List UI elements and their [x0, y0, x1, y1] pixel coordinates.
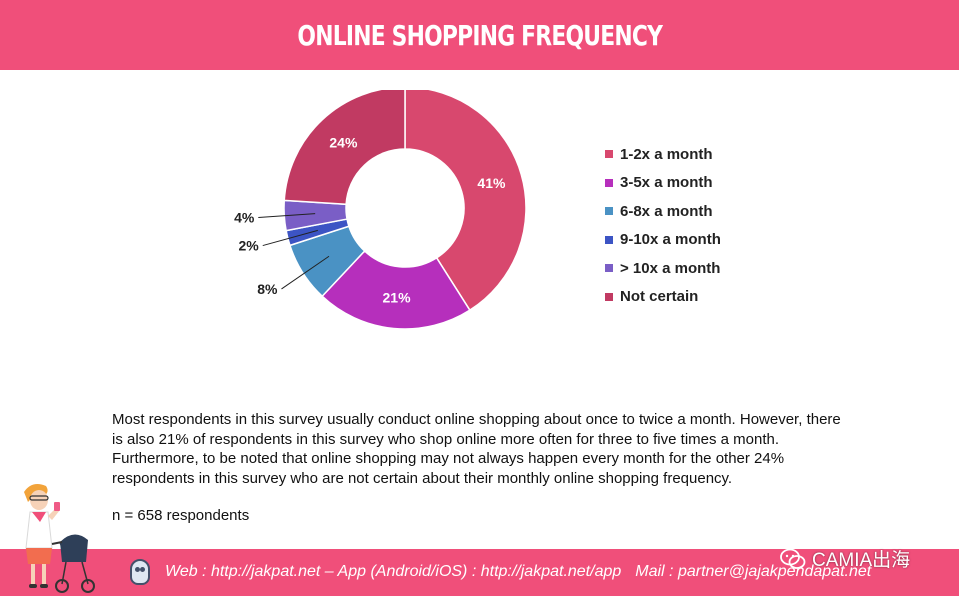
legend-swatch — [605, 235, 613, 244]
slice-label-10x-a-month: 4% — [234, 209, 255, 225]
leader-line-9-10x-a-month — [262, 229, 318, 247]
header-bar: ONLINE SHOPPING FREQUENCY — [0, 0, 959, 70]
footer-contact: Web : http://jakpat.net – App (Android/i… — [165, 563, 871, 581]
watermark: CAMIA出海 — [780, 545, 910, 572]
mascot-illustration — [24, 484, 95, 593]
legend-label: 1-2x a month — [620, 145, 713, 163]
slice-3-5x-a-month — [321, 249, 471, 330]
slice-label-9-10x-a-month: 2% — [239, 238, 260, 254]
wechat-icon — [780, 548, 806, 569]
slice-label-3-5x-a-month: 21% — [383, 290, 412, 306]
legend-label: > 10x a month — [620, 259, 721, 277]
legend-swatch — [605, 292, 613, 301]
footer-web-link[interactable]: Web : http://jakpat.net – App (Android/i… — [165, 563, 622, 580]
legend-label: 6-8x a month — [620, 202, 713, 220]
legend-item-6-8x-a-month: 6-8x a month — [605, 197, 721, 226]
footer-mail-link[interactable]: Mail : partner@jajakpendapat.net — [635, 563, 872, 580]
legend-swatch — [605, 178, 613, 187]
slice-1-2x-a-month — [404, 90, 527, 312]
slice-label-not-certain: 24% — [329, 134, 358, 150]
watermark-text: CAMIA出海 — [812, 550, 911, 571]
legend-swatch — [605, 207, 613, 216]
legend-item-9-10x-a-month: 9-10x a month — [605, 226, 721, 255]
sample-size: n = 658 respondents — [112, 507, 250, 524]
legend-label: Not certain — [620, 288, 699, 306]
legend-swatch — [605, 264, 613, 273]
legend-item-3-5x-a-month: 3-5x a month — [605, 169, 721, 198]
donut-chart: 41% 21% 8% 2% 4% 24% — [234, 90, 527, 330]
legend-swatch — [605, 150, 613, 159]
legend-item-10x-a-month: > 10x a month — [605, 254, 721, 283]
slice-label-1-2x-a-month: 41% — [477, 175, 506, 191]
footer-bar: Web : http://jakpat.net – App (Android/i… — [0, 549, 959, 596]
legend-label: 9-10x a month — [620, 231, 721, 249]
slice-label-6-8x-a-month: 8% — [257, 281, 278, 297]
slice-not-certain — [283, 90, 406, 206]
legend-label: 3-5x a month — [620, 174, 713, 192]
owl-logo-icon — [130, 559, 150, 585]
chart-legend: 1-2x a month 3-5x a month 6-8x a month 9-10… — [605, 140, 721, 311]
legend-item-1-2x-a-month: 1-2x a month — [605, 140, 721, 169]
chart-description: Most respondents in this survey usually … — [112, 411, 841, 487]
legend-item-not-certain: Not certain — [605, 283, 721, 312]
leader-line-10x-a-month — [258, 213, 316, 218]
leader-line-6-8x-a-month — [281, 255, 330, 290]
page-title: ONLINE SHOPPING FREQUENCY — [297, 18, 662, 52]
